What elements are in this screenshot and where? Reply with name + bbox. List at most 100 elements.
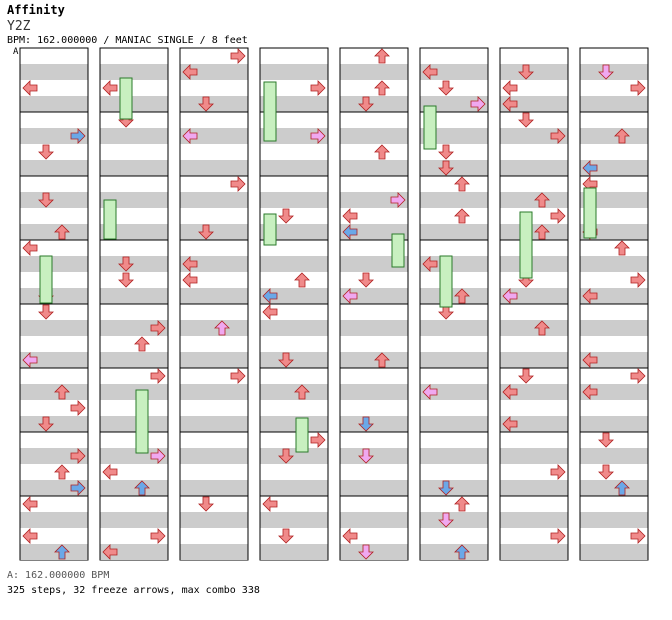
beat-band bbox=[180, 256, 248, 272]
down-arrow bbox=[198, 496, 214, 512]
beat-band bbox=[420, 192, 488, 208]
beat-band bbox=[580, 192, 648, 208]
up-arrow bbox=[454, 544, 470, 560]
up-arrow bbox=[374, 144, 390, 160]
beat-band bbox=[260, 416, 328, 432]
right-arrow bbox=[310, 432, 326, 448]
up-arrow bbox=[454, 176, 470, 192]
right-arrow bbox=[630, 368, 646, 384]
left-arrow bbox=[22, 80, 38, 96]
beat-band bbox=[580, 384, 648, 400]
left-arrow bbox=[422, 256, 438, 272]
beat-band bbox=[180, 128, 248, 144]
beat-band bbox=[500, 384, 568, 400]
beat-band bbox=[340, 544, 408, 560]
beat-band bbox=[20, 416, 88, 432]
down-arrow bbox=[38, 304, 54, 320]
left-arrow bbox=[102, 464, 118, 480]
up-arrow bbox=[614, 240, 630, 256]
chart-column bbox=[499, 47, 569, 561]
beat-band bbox=[500, 224, 568, 240]
left-arrow bbox=[182, 64, 198, 80]
up-arrow bbox=[534, 224, 550, 240]
left-arrow bbox=[422, 64, 438, 80]
beat-band bbox=[100, 320, 168, 336]
beat-band bbox=[20, 448, 88, 464]
freeze-arrow bbox=[263, 213, 277, 246]
up-arrow bbox=[614, 128, 630, 144]
up-arrow bbox=[454, 496, 470, 512]
down-arrow bbox=[518, 112, 534, 128]
beat-band bbox=[180, 416, 248, 432]
down-arrow bbox=[358, 272, 374, 288]
down-arrow bbox=[438, 144, 454, 160]
beat-band bbox=[580, 256, 648, 272]
up-arrow bbox=[534, 192, 550, 208]
beat-band bbox=[100, 352, 168, 368]
beat-band bbox=[180, 224, 248, 240]
left-arrow bbox=[502, 96, 518, 112]
beat-band bbox=[500, 288, 568, 304]
beat-band bbox=[580, 320, 648, 336]
left-arrow bbox=[502, 80, 518, 96]
down-arrow bbox=[598, 464, 614, 480]
left-arrow bbox=[502, 416, 518, 432]
down-arrow bbox=[518, 368, 534, 384]
beat-band bbox=[340, 160, 408, 176]
beat-band bbox=[180, 320, 248, 336]
left-arrow bbox=[22, 496, 38, 512]
down-arrow bbox=[278, 528, 294, 544]
down-arrow bbox=[278, 352, 294, 368]
beat-band bbox=[260, 480, 328, 496]
beat-band bbox=[260, 96, 328, 112]
beat-band bbox=[260, 288, 328, 304]
beat-band bbox=[580, 448, 648, 464]
down-arrow bbox=[38, 144, 54, 160]
beat-band bbox=[100, 544, 168, 560]
beat-band bbox=[100, 64, 168, 80]
beat-band bbox=[180, 288, 248, 304]
up-arrow bbox=[134, 480, 150, 496]
beat-band bbox=[180, 64, 248, 80]
freeze-arrow bbox=[135, 389, 149, 454]
beat-band bbox=[20, 288, 88, 304]
beat-band bbox=[340, 448, 408, 464]
beat-band bbox=[420, 512, 488, 528]
song-artist: Y2Z bbox=[7, 19, 31, 34]
right-arrow bbox=[550, 528, 566, 544]
beat-band bbox=[100, 256, 168, 272]
down-arrow bbox=[598, 64, 614, 80]
down-arrow bbox=[438, 512, 454, 528]
beat-band bbox=[340, 320, 408, 336]
beat-band bbox=[100, 96, 168, 112]
right-arrow bbox=[150, 368, 166, 384]
up-arrow bbox=[614, 480, 630, 496]
left-arrow bbox=[262, 496, 278, 512]
beat-band bbox=[340, 352, 408, 368]
beat-band bbox=[100, 192, 168, 208]
beat-band bbox=[500, 96, 568, 112]
beat-band bbox=[260, 544, 328, 560]
beat-band bbox=[500, 192, 568, 208]
down-arrow bbox=[358, 544, 374, 560]
right-arrow bbox=[550, 464, 566, 480]
beat-band bbox=[180, 192, 248, 208]
beat-band bbox=[340, 512, 408, 528]
left-arrow bbox=[262, 288, 278, 304]
beat-band bbox=[100, 224, 168, 240]
up-arrow bbox=[54, 464, 70, 480]
freeze-arrow bbox=[423, 105, 437, 150]
beat-band bbox=[260, 64, 328, 80]
left-arrow bbox=[342, 224, 358, 240]
right-arrow bbox=[150, 320, 166, 336]
beat-band bbox=[580, 288, 648, 304]
left-arrow bbox=[182, 128, 198, 144]
right-arrow bbox=[630, 528, 646, 544]
right-arrow bbox=[310, 80, 326, 96]
beat-band bbox=[260, 160, 328, 176]
right-arrow bbox=[550, 208, 566, 224]
left-arrow bbox=[102, 544, 118, 560]
down-arrow bbox=[518, 64, 534, 80]
chart-column bbox=[579, 47, 649, 561]
beat-band bbox=[580, 64, 648, 80]
